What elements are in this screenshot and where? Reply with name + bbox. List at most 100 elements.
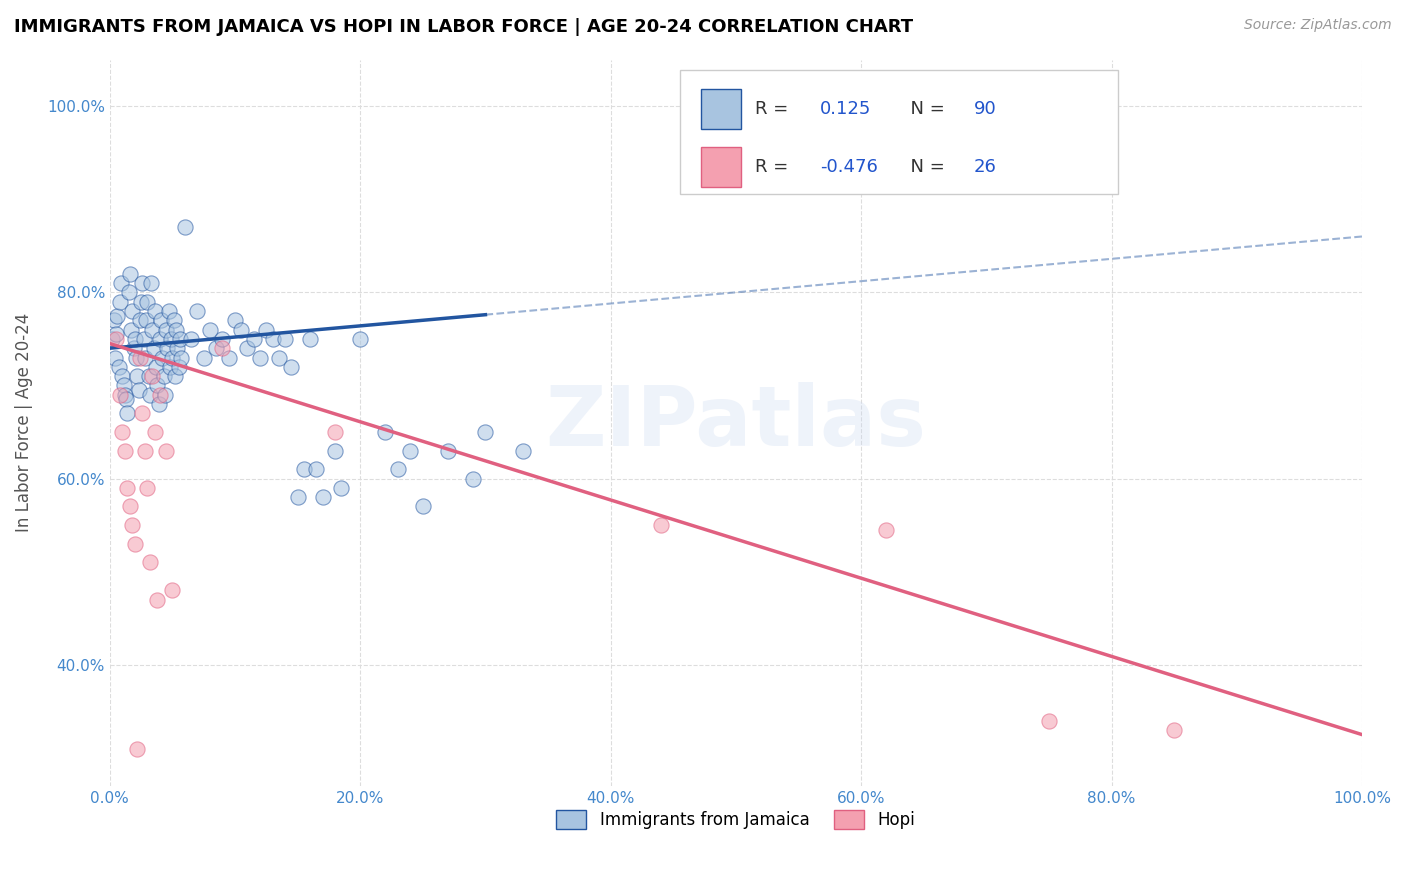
- Point: [117, 406, 139, 420]
- Point: [153, 388, 176, 402]
- Point: [159, 359, 181, 374]
- Point: [305, 462, 328, 476]
- Point: [349, 332, 371, 346]
- Point: [118, 500, 141, 514]
- Point: [135, 313, 157, 327]
- Point: [105, 332, 128, 346]
- Point: [374, 425, 396, 439]
- Bar: [700, 147, 741, 187]
- Point: [262, 332, 284, 346]
- Point: [224, 313, 246, 327]
- Point: [122, 341, 145, 355]
- Point: [650, 518, 672, 533]
- Point: [114, 443, 136, 458]
- Point: [141, 322, 163, 336]
- Point: [139, 388, 162, 402]
- Point: [139, 555, 162, 569]
- Point: [146, 378, 169, 392]
- Point: [412, 500, 434, 514]
- Point: [193, 351, 215, 365]
- Point: [287, 490, 309, 504]
- Point: [162, 583, 184, 598]
- Point: [330, 481, 353, 495]
- Point: [875, 523, 897, 537]
- Point: [170, 351, 193, 365]
- Point: [134, 351, 156, 365]
- Point: [254, 322, 277, 336]
- Point: [132, 332, 155, 346]
- Point: [143, 304, 166, 318]
- Text: Source: ZipAtlas.com: Source: ZipAtlas.com: [1244, 18, 1392, 32]
- Text: N =: N =: [898, 100, 950, 118]
- Point: [236, 341, 259, 355]
- Point: [138, 369, 160, 384]
- Point: [149, 388, 172, 402]
- Point: [128, 383, 150, 397]
- Point: [149, 332, 172, 346]
- Point: [162, 313, 184, 327]
- Bar: [700, 89, 741, 129]
- Point: [120, 322, 142, 336]
- Point: [114, 388, 136, 402]
- Text: 90: 90: [974, 100, 997, 118]
- Point: [131, 276, 153, 290]
- Point: [163, 369, 186, 384]
- Point: [124, 537, 146, 551]
- Point: [129, 294, 152, 309]
- Point: [1038, 714, 1060, 728]
- Point: [157, 304, 180, 318]
- Text: -0.476: -0.476: [820, 158, 877, 176]
- Point: [107, 359, 129, 374]
- Point: [124, 332, 146, 346]
- Text: 26: 26: [974, 158, 997, 176]
- Point: [173, 220, 195, 235]
- Text: IMMIGRANTS FROM JAMAICA VS HOPI IN LABOR FORCE | AGE 20-24 CORRELATION CHART: IMMIGRANTS FROM JAMAICA VS HOPI IN LABOR…: [14, 18, 912, 36]
- Point: [186, 304, 208, 318]
- Point: [111, 369, 134, 384]
- Point: [274, 332, 297, 346]
- Point: [128, 351, 150, 365]
- Point: [127, 369, 149, 384]
- Point: [125, 351, 148, 365]
- Point: [249, 351, 271, 365]
- Point: [145, 359, 167, 374]
- Text: ZIPatlas: ZIPatlas: [546, 382, 927, 463]
- Point: [180, 332, 202, 346]
- Point: [146, 592, 169, 607]
- Point: [160, 332, 183, 346]
- Point: [218, 351, 240, 365]
- Point: [1163, 723, 1185, 737]
- Point: [105, 309, 128, 323]
- Text: R =: R =: [755, 100, 793, 118]
- Text: 0.125: 0.125: [820, 100, 872, 118]
- Point: [205, 341, 228, 355]
- Point: [108, 388, 131, 402]
- Point: [474, 425, 496, 439]
- Point: [112, 378, 135, 392]
- Point: [166, 341, 188, 355]
- Point: [128, 313, 150, 327]
- Text: N =: N =: [898, 158, 950, 176]
- Point: [155, 443, 177, 458]
- Point: [150, 313, 173, 327]
- Point: [141, 369, 163, 384]
- Point: [323, 425, 346, 439]
- Point: [152, 369, 174, 384]
- Point: [111, 425, 134, 439]
- Point: [134, 443, 156, 458]
- Point: [169, 332, 191, 346]
- Point: [323, 443, 346, 458]
- Point: [267, 351, 290, 365]
- Point: [131, 406, 153, 420]
- Point: [136, 294, 159, 309]
- Point: [156, 341, 179, 355]
- Point: [167, 359, 190, 374]
- Point: [461, 471, 484, 485]
- Point: [299, 332, 322, 346]
- Point: [211, 341, 233, 355]
- Point: [121, 518, 143, 533]
- Point: [115, 392, 138, 407]
- Point: [148, 397, 170, 411]
- Point: [150, 351, 173, 365]
- Y-axis label: In Labor Force | Age 20-24: In Labor Force | Age 20-24: [15, 313, 32, 533]
